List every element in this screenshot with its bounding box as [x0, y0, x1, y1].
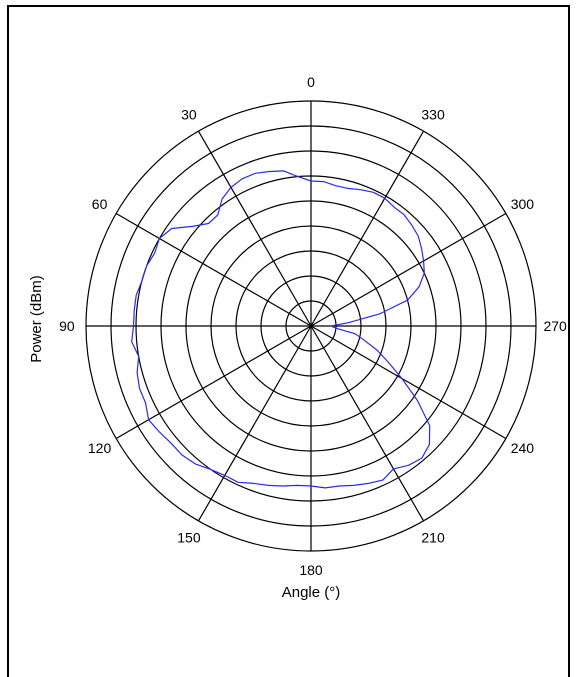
series-line [131, 170, 431, 489]
angle-tick-label: 30 [181, 107, 197, 123]
angle-tick-label: 300 [511, 196, 535, 212]
polar-grid [85, 100, 537, 552]
angle-tick-label: 270 [543, 318, 567, 334]
angle-tick-label: 180 [299, 562, 323, 578]
angle-tick-label: 240 [511, 440, 535, 456]
grid-spoke [197, 325, 312, 522]
grid-spoke [310, 325, 425, 522]
angle-tick-label: 60 [92, 196, 108, 212]
grid-spoke [310, 130, 425, 327]
figure-frame [7, 5, 570, 677]
angle-tick-label: 330 [421, 107, 445, 123]
angle-tick-labels: 0 30 60 90 120 150 180 210 240 270 300 330 [59, 74, 567, 578]
x-axis-label: Angle (°) [282, 584, 341, 601]
angle-tick-label: 150 [177, 529, 201, 545]
angle-tick-label: 120 [88, 440, 112, 456]
angle-tick-label: 0 [307, 74, 315, 90]
y-axis-label: Power (dBm) [28, 275, 45, 363]
angle-tick-label: 90 [59, 318, 75, 334]
grid-spoke [197, 130, 312, 327]
grid-spoke [115, 212, 312, 327]
grid-spoke [310, 325, 507, 440]
series-group [131, 170, 431, 489]
angle-tick-label: 210 [421, 529, 445, 545]
grid-spoke [310, 212, 507, 327]
